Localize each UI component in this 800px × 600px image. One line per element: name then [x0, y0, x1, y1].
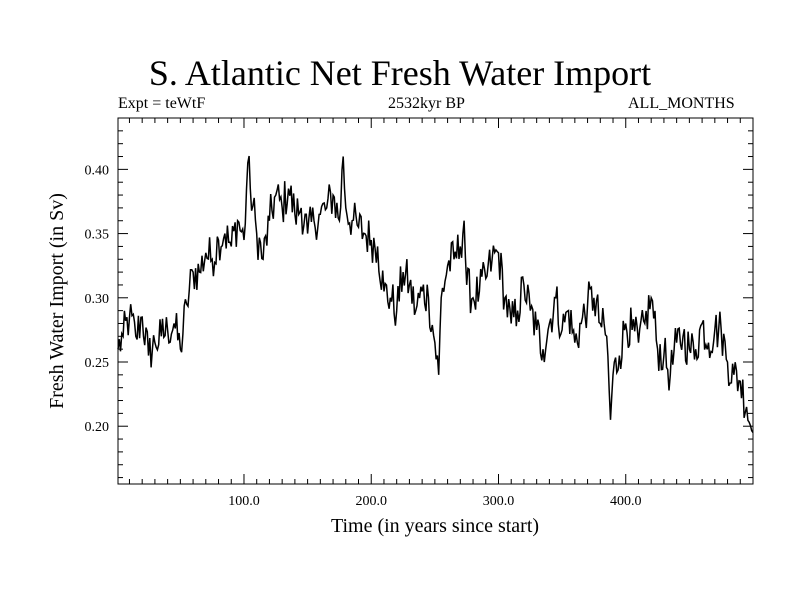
experiment-label: Expt = teWtF	[118, 95, 206, 112]
x-tick-label: 200.0	[355, 494, 387, 509]
y-tick-label: 0.25	[85, 356, 110, 371]
series-line	[117, 155, 754, 434]
months-label: ALL_MONTHS	[628, 95, 735, 112]
y-axis-title: Fresh Water Import (in Sv)	[46, 193, 68, 409]
y-tick-label: 0.40	[85, 163, 110, 178]
y-tick-label: 0.30	[85, 292, 110, 307]
x-axis-title: Time (in years since start)	[331, 515, 539, 537]
x-tick-label: 100.0	[228, 494, 260, 509]
x-tick-label: 400.0	[610, 494, 642, 509]
x-tick-label: 300.0	[483, 494, 515, 509]
y-tick-label: 0.20	[85, 420, 110, 435]
axis-ticks	[118, 118, 753, 484]
time-period-label: 2532kyr BP	[388, 95, 465, 112]
tick-labels: 100.0 200.0 300.0 400.0 0.20 0.25 0.30 0.35 0.40	[85, 163, 642, 509]
plot-frame	[117, 117, 754, 485]
y-tick-label: 0.35	[85, 228, 110, 243]
chart-title: S. Atlantic Net Fresh Water Import	[148, 53, 652, 93]
